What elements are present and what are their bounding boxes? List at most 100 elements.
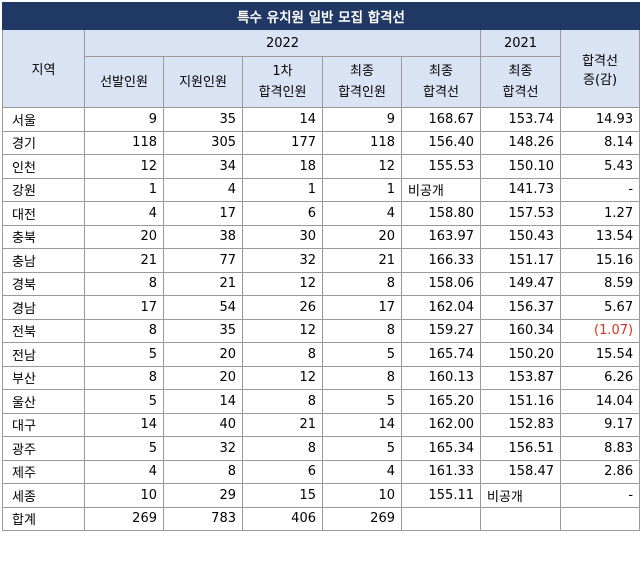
table-row: 경남 17 54 26 17 162.04 156.37 5.67 xyxy=(2,295,641,320)
change-cell: (1.07) xyxy=(559,318,641,343)
applicants-cell: 17 xyxy=(163,201,243,226)
final-pass-cell: 8 xyxy=(322,365,402,390)
first-pass-cell: 32 xyxy=(242,248,323,273)
applicants-cell: 783 xyxy=(163,506,243,531)
table-title: 특수 유치원 일반 모집 합격선 xyxy=(1,2,641,30)
cutoff-2022-cell: 156.40 xyxy=(401,130,481,155)
cutoff-2021-cell xyxy=(480,506,561,531)
region-cell: 대구 xyxy=(2,412,85,437)
cutoff-2022-cell: 162.04 xyxy=(401,295,481,320)
change-cell: 1.27 xyxy=(559,201,641,226)
first-pass-cell: 18 xyxy=(242,154,323,179)
table-row: 충북 20 38 30 20 163.97 150.43 13.54 xyxy=(2,224,641,249)
cutoff-2022-cell: 159.27 xyxy=(401,318,481,343)
selected-cell: 8 xyxy=(84,271,164,296)
region-cell: 제주 xyxy=(2,459,85,484)
table-row: 제주 4 8 6 4 161.33 158.47 2.86 xyxy=(2,459,641,484)
first-pass-cell: 8 xyxy=(242,389,323,414)
cutoff-2022-cell: 162.00 xyxy=(401,412,481,437)
cutoff-2022-cell: 161.33 xyxy=(401,459,481,484)
cutoff-2022-cell: 비공개 xyxy=(401,177,481,202)
cutoff-2021-cell: 158.47 xyxy=(480,459,561,484)
cutoff-2022-cell: 165.34 xyxy=(401,436,481,461)
first-pass-cell: 6 xyxy=(242,201,323,226)
first-pass-cell: 30 xyxy=(242,224,323,249)
change-cell: 8.59 xyxy=(559,271,641,296)
final-pass-cell: 1 xyxy=(322,177,402,202)
table-row: 대전 4 17 6 4 158.80 157.53 1.27 xyxy=(2,201,641,226)
table-row: 울산 5 14 8 5 165.20 151.16 14.04 xyxy=(2,389,641,414)
header-first-pass: 1차 합격인원 xyxy=(242,56,323,108)
cutoff-2021-cell: 156.51 xyxy=(480,436,561,461)
first-pass-cell: 12 xyxy=(242,318,323,343)
first-pass-cell: 406 xyxy=(242,506,323,531)
region-cell: 합계 xyxy=(2,506,85,531)
selected-cell: 10 xyxy=(84,483,164,508)
table-row: 충남 21 77 32 21 166.33 151.17 15.16 xyxy=(2,248,641,273)
cutoff-2021-cell: 141.73 xyxy=(480,177,561,202)
final-pass-cell: 5 xyxy=(322,342,402,367)
final-pass-cell: 9 xyxy=(322,107,402,132)
table-row: 광주 5 32 8 5 165.34 156.51 8.83 xyxy=(2,436,641,461)
first-pass-cell: 6 xyxy=(242,459,323,484)
region-cell: 경북 xyxy=(2,271,85,296)
applicants-cell: 14 xyxy=(163,389,243,414)
header-final-pass-line: 최종 xyxy=(350,64,374,79)
header-year-2022: 2022 xyxy=(84,29,481,57)
change-cell: 13.54 xyxy=(559,224,641,249)
cutoff-2021-cell: 150.10 xyxy=(480,154,561,179)
change-cell: 9.17 xyxy=(559,412,641,437)
applicants-cell: 40 xyxy=(163,412,243,437)
region-cell: 강원 xyxy=(2,177,85,202)
first-pass-cell: 12 xyxy=(242,365,323,390)
header-applicants: 지원인원 xyxy=(163,56,243,108)
cutoff-2022-cell: 168.67 xyxy=(401,107,481,132)
cutoff-2021-cell: 비공개 xyxy=(480,483,561,508)
cutoff-2021-cell: 151.16 xyxy=(480,389,561,414)
cutoff-2021-cell: 151.17 xyxy=(480,248,561,273)
region-cell: 인천 xyxy=(2,154,85,179)
change-cell: 14.93 xyxy=(559,107,641,132)
header-change-line1: 합격선 xyxy=(582,53,618,69)
applicants-cell: 4 xyxy=(163,177,243,202)
final-pass-cell: 5 xyxy=(322,436,402,461)
header-cutoff-2022-line: 합격선 xyxy=(423,85,459,100)
table-row: 경북 8 21 12 8 158.06 149.47 8.59 xyxy=(2,271,641,296)
header-change: 합격선 증(감) xyxy=(559,29,641,108)
selected-cell: 5 xyxy=(84,389,164,414)
first-pass-cell: 1 xyxy=(242,177,323,202)
region-cell: 부산 xyxy=(2,365,85,390)
cutoff-2022-cell: 158.06 xyxy=(401,271,481,296)
change-cell: 15.16 xyxy=(559,248,641,273)
selected-cell: 5 xyxy=(84,436,164,461)
selected-cell: 4 xyxy=(84,201,164,226)
title-row: 특수 유치원 일반 모집 합격선 xyxy=(1,2,641,30)
change-cell: 2.86 xyxy=(559,459,641,484)
final-pass-cell: 12 xyxy=(322,154,402,179)
first-pass-cell: 177 xyxy=(242,130,323,155)
region-cell: 광주 xyxy=(2,436,85,461)
selected-cell: 8 xyxy=(84,365,164,390)
change-cell: 5.67 xyxy=(559,295,641,320)
header-first-pass-line: 합격인원 xyxy=(258,85,307,100)
change-cell: - xyxy=(559,483,641,508)
header-applicants-line: 지원인원 xyxy=(179,74,227,90)
table-row: 대구 14 40 21 14 162.00 152.83 9.17 xyxy=(2,412,641,437)
cutoff-2022-cell: 165.74 xyxy=(401,342,481,367)
applicants-cell: 21 xyxy=(163,271,243,296)
final-pass-cell: 8 xyxy=(322,271,402,296)
first-pass-cell: 8 xyxy=(242,342,323,367)
applicants-cell: 20 xyxy=(163,365,243,390)
selected-cell: 20 xyxy=(84,224,164,249)
final-pass-cell: 14 xyxy=(322,412,402,437)
header-cutoff-2021: 최종 합격선 xyxy=(480,56,561,108)
final-pass-cell: 20 xyxy=(322,224,402,249)
final-pass-cell: 21 xyxy=(322,248,402,273)
table-row: 서울 9 35 14 9 168.67 153.74 14.93 xyxy=(2,107,641,132)
cutoff-2022-cell: 155.11 xyxy=(401,483,481,508)
cutoff-2021-cell: 148.26 xyxy=(480,130,561,155)
change-cell xyxy=(559,506,641,531)
change-cell: 14.04 xyxy=(559,389,641,414)
region-cell: 전남 xyxy=(2,342,85,367)
final-pass-cell: 17 xyxy=(322,295,402,320)
